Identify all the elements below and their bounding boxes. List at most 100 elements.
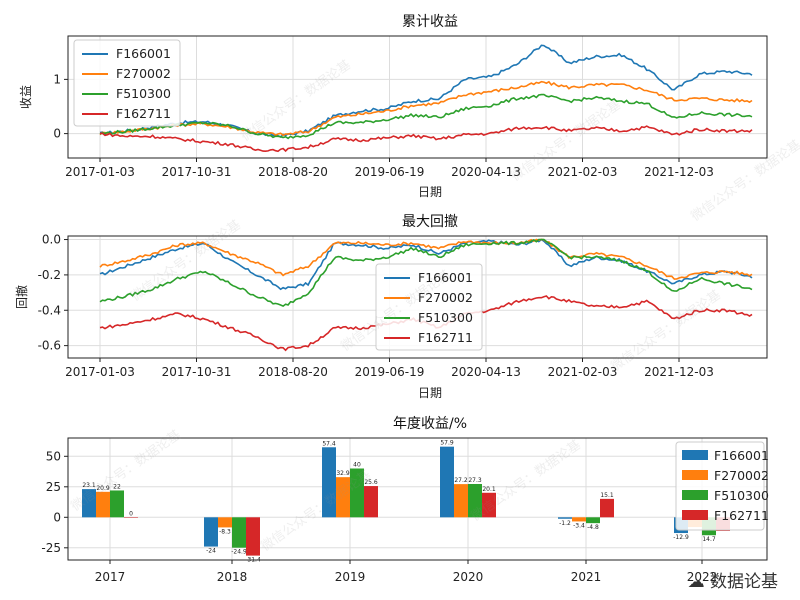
x-tick-label: 2021-12-03 bbox=[644, 365, 714, 379]
x-tick-label: 2020 bbox=[453, 570, 484, 584]
y-tick-label: 0 bbox=[53, 510, 61, 524]
bars: 23.1 20.9 220-24-8.3-24.9-31.457.432.94025… bbox=[82, 440, 730, 564]
x-tick-label: 2021-02-03 bbox=[548, 365, 618, 379]
cumulative-return-chart: 累计收益 01 2017-01-03 2017-10-31 2018-08-20 20… bbox=[19, 14, 768, 199]
legend-label: F166001 bbox=[116, 46, 171, 61]
series-line-F162711 bbox=[99, 125, 753, 153]
bar-F162711-2019 bbox=[364, 486, 378, 518]
x-axis-label: 日期 bbox=[418, 185, 442, 199]
x-ticks: 2017-01-03 2017-10-31 2018-08-20 2019-06-19… bbox=[65, 358, 714, 379]
x-tick-label: 2017-01-03 bbox=[65, 165, 135, 179]
bar-F270002-2018 bbox=[218, 517, 232, 528]
data-label: -24 bbox=[206, 548, 216, 555]
data-label: 14.7 bbox=[702, 536, 716, 543]
y-tick-label: 0.0 bbox=[42, 233, 61, 247]
x-tick-label: 2021-02-03 bbox=[548, 165, 618, 179]
legend-swatch-F166001 bbox=[682, 450, 708, 460]
bar-F166001-2017 bbox=[82, 489, 96, 518]
x-tick-label: 2019 bbox=[335, 570, 366, 584]
series-lines bbox=[99, 44, 753, 153]
plot-frame bbox=[67, 437, 768, 561]
x-tick-label: 2018-08-20 bbox=[258, 365, 328, 379]
data-label: -4.8 bbox=[587, 524, 599, 531]
bar-F162711-2021 bbox=[600, 498, 614, 518]
legend-label: F270002 bbox=[714, 468, 769, 483]
legend-label: F162711 bbox=[116, 106, 171, 121]
series-line-F270002 bbox=[99, 80, 753, 137]
y-tick-label: -0.4 bbox=[38, 303, 61, 317]
grid bbox=[68, 36, 767, 158]
y-tick-label: 25 bbox=[46, 480, 61, 494]
legend-swatch-F510300 bbox=[682, 490, 708, 500]
data-label: 20.9 bbox=[96, 485, 110, 492]
y-axis-label: 回撤 bbox=[14, 285, 29, 309]
data-label: -24.9 bbox=[231, 549, 247, 556]
bar-F162711-2017 bbox=[124, 517, 138, 518]
legend-label: F510300 bbox=[418, 310, 473, 325]
x-tick-label: 2021 bbox=[571, 570, 602, 584]
data-label: 27.2 bbox=[454, 477, 468, 484]
x-tick-label: 2018-08-20 bbox=[258, 165, 328, 179]
series-line-F166001 bbox=[99, 44, 753, 138]
bar-F510300-2017 bbox=[110, 490, 124, 518]
bar-F270002-2021 bbox=[572, 517, 586, 522]
x-axis-label: 日期 bbox=[418, 386, 442, 400]
data-label: 32.9 bbox=[336, 470, 350, 477]
y-tick-label: 50 bbox=[46, 449, 61, 463]
max-drawdown-chart: 最大回撤 0.0 -0.2 -0.4 -0.6 2017-01-03 2017-10-3… bbox=[14, 214, 768, 400]
series-line-F510300 bbox=[99, 93, 753, 140]
data-label: 25.6 bbox=[364, 479, 378, 486]
y-axis-label: 收益 bbox=[19, 85, 33, 109]
y-ticks: 50 25 0 -25 bbox=[41, 449, 68, 555]
wechat-bubble-icon: ☁ bbox=[687, 572, 705, 592]
x-tick-label: 2019-06-19 bbox=[355, 165, 425, 179]
bar-F510300-2018 bbox=[232, 517, 246, 548]
legend-box bbox=[375, 263, 483, 351]
legend-label: F270002 bbox=[418, 290, 473, 305]
legend-box bbox=[73, 39, 181, 127]
x-ticks: 2017-01-03 2017-10-31 2018-08-20 2019-06-19… bbox=[65, 158, 714, 179]
bar-F270002-2020 bbox=[454, 484, 468, 518]
bar-F270002-2017 bbox=[96, 491, 110, 518]
bar-F162711-2020 bbox=[482, 492, 496, 518]
bar-F510300-2020 bbox=[468, 483, 482, 518]
data-label: -1.2 bbox=[559, 520, 571, 527]
series-line-F510300 bbox=[99, 238, 753, 308]
bar-F166001-2018 bbox=[204, 517, 218, 547]
annual-return-chart: 年度收益/% 23.1 20.9 220-24-8.3-24.9-31.457.43… bbox=[41, 416, 769, 584]
legend-swatch-F270002 bbox=[682, 470, 708, 480]
y-ticks: 01 bbox=[53, 72, 68, 141]
x-tick-label: 2020-04-13 bbox=[451, 365, 521, 379]
legend-label: F166001 bbox=[714, 448, 769, 463]
x-tick-label: 2017-10-31 bbox=[162, 365, 232, 379]
data-label: 23.1 bbox=[82, 482, 96, 489]
legend-box bbox=[675, 441, 765, 531]
data-label: 0 bbox=[129, 510, 133, 517]
x-tick-label: 2018 bbox=[217, 570, 248, 584]
x-tick-label: 2017-10-31 bbox=[162, 165, 232, 179]
bar-F166001-2019 bbox=[322, 447, 336, 518]
plot-frame bbox=[67, 235, 768, 359]
y-tick-label: -0.6 bbox=[38, 339, 61, 353]
data-label: 40 bbox=[353, 462, 361, 469]
y-tick-label: -0.2 bbox=[38, 268, 61, 282]
bar-F510300-2019 bbox=[350, 468, 364, 518]
bar-F510300-2021 bbox=[586, 517, 600, 524]
chart-title: 累计收益 bbox=[402, 14, 458, 30]
data-label: 27.3 bbox=[468, 477, 482, 484]
y-tick-label: 0 bbox=[53, 127, 61, 141]
legend-label: F162711 bbox=[714, 508, 769, 523]
data-label: 15.1 bbox=[600, 492, 614, 499]
x-tick-label: 2019-06-19 bbox=[355, 365, 425, 379]
chart-title: 最大回撤 bbox=[402, 214, 458, 230]
x-tick-label: 2022 bbox=[687, 570, 718, 584]
x-tick-label: 2021-12-03 bbox=[644, 165, 714, 179]
data-label: -12.9 bbox=[673, 534, 689, 541]
legend-label: F510300 bbox=[116, 86, 171, 101]
plot-frame bbox=[67, 35, 768, 159]
data-label: 20.1 bbox=[482, 486, 496, 493]
bar-F166001-2020 bbox=[440, 446, 454, 518]
legend: F166001 F270002 F510300 F162711 bbox=[73, 39, 181, 127]
data-label: 57.4 bbox=[322, 440, 336, 447]
legend: F166001 F270002 F510300 F162711 bbox=[375, 263, 483, 351]
